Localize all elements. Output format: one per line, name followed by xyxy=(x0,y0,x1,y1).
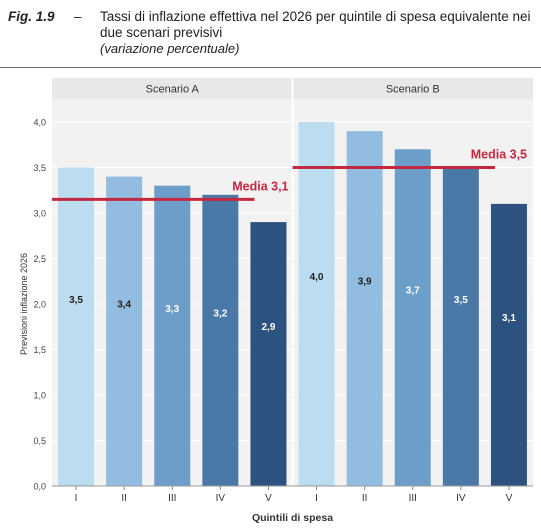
bar-1-III xyxy=(154,185,191,486)
x-tick-label: III xyxy=(168,493,176,504)
bar-value-label: 3,9 xyxy=(358,277,372,288)
y-tick-label: 1,5 xyxy=(33,345,46,355)
bar-value-label: 3,7 xyxy=(406,286,420,297)
figure-number: Fig. 1.9 xyxy=(8,9,55,24)
y-tick-label: 0,0 xyxy=(33,482,46,492)
x-tick-label: I xyxy=(75,493,78,504)
panel-header-2 xyxy=(292,78,533,99)
x-tick-label: II xyxy=(121,493,127,504)
bar-value-label: 3,5 xyxy=(69,295,83,306)
caption-dash: – xyxy=(74,9,82,24)
y-tick-label: 3,5 xyxy=(33,163,46,173)
y-axis-title: Previsioni inflazione 2026 xyxy=(19,253,29,355)
bar-value-label: 3,1 xyxy=(502,313,516,324)
panel-title-2: Scenario B xyxy=(386,84,440,96)
bar-value-label: 3,5 xyxy=(454,295,468,306)
chart-subtitle: (variazione percentuale) xyxy=(100,41,240,56)
x-tick-label: V xyxy=(506,493,513,504)
y-tick-label: 1,0 xyxy=(33,391,46,401)
bar-2-III xyxy=(394,149,431,487)
mean-label-1: Media 3,1 xyxy=(232,179,288,193)
bar-1-I xyxy=(58,167,95,486)
x-tick-label: I xyxy=(315,493,318,504)
bar-1-V xyxy=(250,222,287,486)
bar-value-label: 2,9 xyxy=(261,322,275,333)
x-tick-label: IV xyxy=(216,493,226,504)
x-tick-label: II xyxy=(362,493,368,504)
x-tick-label: V xyxy=(265,493,272,504)
panel-header-1 xyxy=(52,78,293,99)
x-axis-title: Quintili di spesa xyxy=(252,512,333,524)
bar-2-V xyxy=(490,203,527,486)
bar-1-II xyxy=(106,176,143,486)
bar-2-II xyxy=(346,131,383,486)
caption-divider xyxy=(0,67,541,68)
bar-value-label: 3,3 xyxy=(165,304,179,315)
y-tick-label: 3,0 xyxy=(33,209,46,219)
x-tick-label: III xyxy=(409,493,417,504)
y-tick-label: 2,5 xyxy=(33,254,46,264)
y-tick-label: 0,5 xyxy=(33,436,46,446)
y-tick-label: 2,0 xyxy=(33,300,46,310)
x-tick-label: IV xyxy=(456,493,466,504)
mean-label-2: Media 3,5 xyxy=(471,148,527,162)
bar-2-IV xyxy=(442,167,479,486)
bar-2-I xyxy=(298,122,335,486)
panel-title-1: Scenario A xyxy=(146,84,200,96)
bar-value-label: 3,4 xyxy=(117,299,131,310)
bar-1-IV xyxy=(202,194,239,487)
bar-value-label: 3,2 xyxy=(213,308,227,319)
chart-title: Tassi di inflazione effettiva nel 2026 p… xyxy=(100,9,531,40)
y-tick-label: 4,0 xyxy=(33,118,46,128)
bar-value-label: 4,0 xyxy=(310,272,324,283)
